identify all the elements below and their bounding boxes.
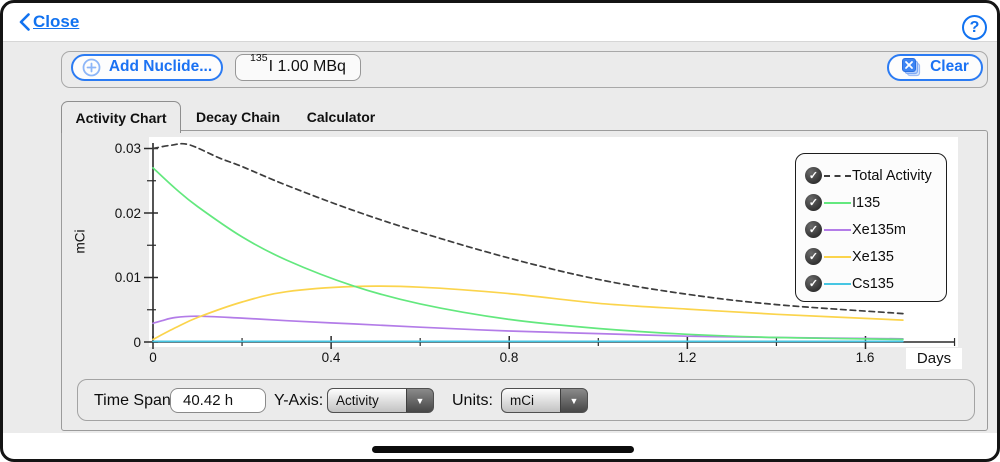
legend-checkbox[interactable]: ✓ xyxy=(805,194,822,211)
add-nuclide-label: Add Nuclide... xyxy=(108,58,213,75)
legend-label: I135 xyxy=(852,194,881,211)
clear-stack-icon xyxy=(902,58,921,77)
units-selected-value: mCi xyxy=(502,389,560,412)
nuclide-mass-number: 135 xyxy=(250,51,268,64)
check-icon: ✓ xyxy=(808,251,819,263)
y-axis-label: Y-Axis: xyxy=(274,392,324,409)
tab-content-panel xyxy=(61,130,988,431)
time-span-input[interactable] xyxy=(170,388,266,413)
legend-label: Xe135 xyxy=(852,248,894,265)
units-dropdown[interactable]: mCi ▼ xyxy=(501,388,588,413)
legend-line-sample xyxy=(824,201,851,204)
plus-circle-icon xyxy=(82,58,101,76)
time-span-label: Time Span: xyxy=(94,392,176,409)
legend-label: Total Activity xyxy=(852,167,932,184)
legend-item-xe135m: ✓ Xe135m xyxy=(805,216,946,243)
check-icon: ✓ xyxy=(808,197,819,209)
y-tick-label: 0 xyxy=(133,334,141,350)
check-icon: ✓ xyxy=(808,278,819,290)
x-tick-label: 0.4 xyxy=(321,350,341,365)
help-button[interactable]: ? xyxy=(962,15,987,40)
x-tick-label: 0 xyxy=(149,350,157,365)
help-icon: ? xyxy=(969,18,980,36)
chart-controls-bar: Time Span: Y-Axis: Activity ▼ Units: mCi… xyxy=(77,379,975,421)
check-icon: ✓ xyxy=(808,170,819,182)
chevron-down-icon: ▼ xyxy=(560,389,587,412)
legend-item-total-activity: ✓ Total Activity xyxy=(805,162,946,189)
clear-label: Clear xyxy=(930,58,969,75)
legend-line-sample xyxy=(824,174,851,177)
y-tick-label: 0.03 xyxy=(114,141,141,156)
y-axis-dropdown[interactable]: Activity ▼ xyxy=(327,388,434,413)
x-tick-label: 0.8 xyxy=(499,350,519,365)
top-bar: Close ? xyxy=(3,3,997,41)
x-tick-label: 1.6 xyxy=(855,350,875,365)
legend-item-i135: ✓ I135 xyxy=(805,189,946,216)
chart-legend: ✓ Total Activity ✓ I135 ✓ Xe135m ✓ Xe135… xyxy=(795,153,947,302)
bottom-strip xyxy=(3,433,997,459)
legend-checkbox[interactable]: ✓ xyxy=(805,221,822,238)
y-axis-selected-value: Activity xyxy=(328,389,406,412)
y-axis-title: mCi xyxy=(72,229,88,254)
legend-item-xe135: ✓ Xe135 xyxy=(805,243,946,270)
nuclide-chip-label: I 1.00 MBq xyxy=(268,58,346,75)
legend-checkbox[interactable]: ✓ xyxy=(805,275,822,292)
y-tick-label: 0.01 xyxy=(114,270,141,285)
x-axis-title: Days xyxy=(906,348,962,369)
nuclide-toolbar xyxy=(61,51,988,88)
legend-checkbox[interactable]: ✓ xyxy=(805,248,822,265)
legend-item-cs135: ✓ Cs135 xyxy=(805,270,946,297)
legend-label: Cs135 xyxy=(852,275,894,292)
legend-checkbox[interactable]: ✓ xyxy=(805,167,822,184)
legend-line-sample xyxy=(824,228,851,231)
legend-line-sample xyxy=(824,255,851,258)
tab-activity-chart[interactable]: Activity Chart xyxy=(61,101,181,133)
clear-button[interactable]: Clear xyxy=(887,53,983,81)
main-panel: Add Nuclide... 135I 1.00 MBq Clear Activ… xyxy=(3,41,997,434)
chevron-left-icon xyxy=(19,13,30,31)
legend-line-sample xyxy=(824,282,851,285)
nuclide-chip[interactable]: 135I 1.00 MBq xyxy=(235,51,361,81)
close-button[interactable]: Close xyxy=(19,12,79,32)
add-nuclide-button[interactable]: Add Nuclide... xyxy=(71,53,223,81)
close-label: Close xyxy=(33,12,80,31)
tab-decay-chain[interactable]: Decay Chain xyxy=(188,101,288,132)
y-tick-label: 0.02 xyxy=(114,205,141,221)
check-icon: ✓ xyxy=(808,224,819,236)
units-label: Units: xyxy=(452,392,493,409)
home-indicator[interactable] xyxy=(372,446,634,453)
chevron-down-icon: ▼ xyxy=(406,389,433,412)
x-tick-label: 1.2 xyxy=(677,350,697,365)
tab-activity-chart-label: Activity Chart xyxy=(75,109,167,126)
tab-calculator-label: Calculator xyxy=(306,108,376,125)
legend-label: Xe135m xyxy=(852,221,907,238)
tab-decay-chain-label: Decay Chain xyxy=(195,108,281,125)
tab-calculator[interactable]: Calculator xyxy=(297,101,385,132)
